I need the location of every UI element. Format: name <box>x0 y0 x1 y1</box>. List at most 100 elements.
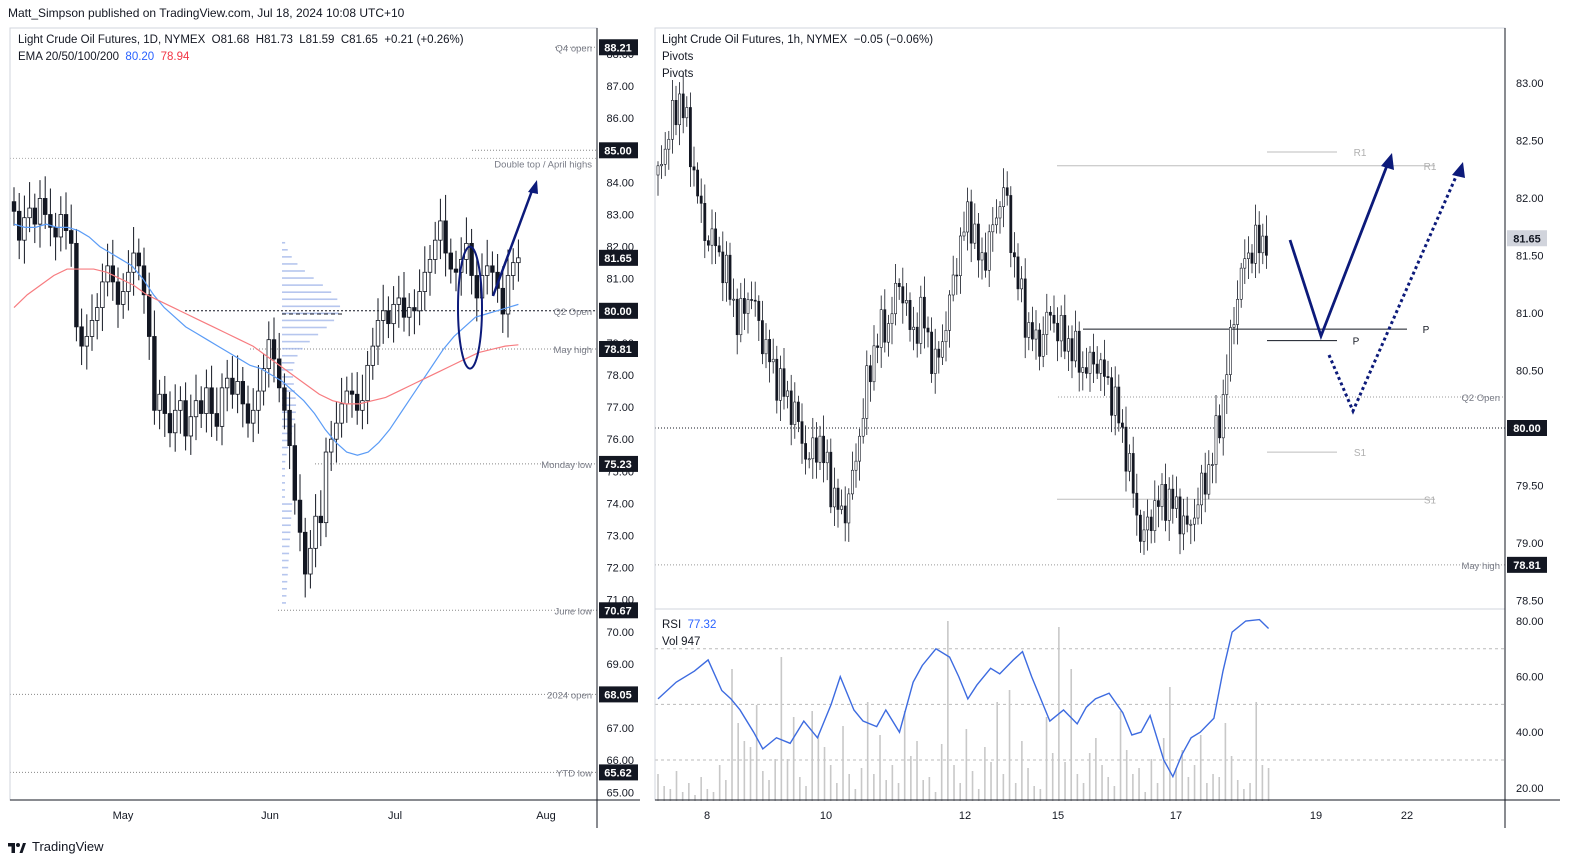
right-level-label: May high <box>1461 561 1500 572</box>
left-price-tag: 80.00 <box>604 306 632 318</box>
volume-profile-bar <box>282 538 290 541</box>
hourly-candle-body <box>807 458 811 461</box>
pivot-label: P <box>1423 325 1430 336</box>
hourly-candle-body <box>1239 267 1243 300</box>
hourly-candle-body <box>951 274 955 296</box>
volume-bar <box>731 669 733 801</box>
daily-candle-body <box>157 393 162 411</box>
hourly-candle-body <box>1110 377 1114 416</box>
hourly-candle-body <box>984 252 988 271</box>
left-y-tick-label: 70.00 <box>606 627 634 639</box>
volume-bar <box>737 723 739 801</box>
volume-profile-bar <box>282 482 285 484</box>
hourly-candle-body <box>1196 504 1200 519</box>
hourly-candle-body <box>933 348 937 374</box>
hourly-candle-body <box>1067 338 1070 352</box>
projection-v-arrowhead <box>1381 153 1394 170</box>
left-price-tag: 70.67 <box>604 605 632 617</box>
daily-candle-body <box>453 268 459 273</box>
hourly-candle-body <box>1214 415 1218 465</box>
rsi-y-tick-label: 40.00 <box>1516 727 1544 739</box>
hourly-candle-body <box>742 298 746 314</box>
hourly-candle-body <box>771 358 775 363</box>
left-y-tick-label: 77.00 <box>606 402 634 414</box>
hourly-candle-body <box>955 274 959 277</box>
hourly-candle-body <box>1049 311 1052 316</box>
daily-candle-body <box>334 422 339 440</box>
hourly-candle-body <box>710 228 714 246</box>
left-price-tag-bg <box>599 764 638 781</box>
right-x-tick-label: 12 <box>959 810 971 822</box>
hourly-candle-body <box>847 493 851 524</box>
daily-candle-body <box>282 387 287 411</box>
daily-candle-body <box>417 291 422 312</box>
volume-profile-bar <box>282 284 323 286</box>
tradingview-brand-text: TradingView <box>32 839 104 854</box>
daily-candle-body <box>349 390 355 395</box>
hourly-candle-body <box>1099 359 1103 374</box>
left-ohlc-change: +0.21 (+0.26%) <box>384 34 464 46</box>
daily-candle-body <box>287 409 292 447</box>
hourly-candle-body <box>789 390 793 425</box>
daily-candle-body <box>37 198 43 225</box>
hourly-candle-body <box>973 223 977 244</box>
right-y-tick-label: 82.50 <box>1516 136 1544 148</box>
volume-bar <box>829 765 832 801</box>
hourly-candle-body <box>775 358 779 401</box>
volume-bar <box>1076 774 1079 801</box>
volume-bar <box>799 777 801 801</box>
left-y-tick-label: 74.00 <box>606 498 634 510</box>
volume-bar <box>1206 783 1208 801</box>
volume-bar <box>996 702 998 801</box>
daily-candle-body <box>204 387 209 414</box>
volume-bar <box>984 747 986 801</box>
right-y-tick-label: 81.00 <box>1516 308 1544 320</box>
left-chart-title: Light Crude Oil Futures, 1D, NYMEX <box>18 34 206 46</box>
volume-bar <box>669 789 672 801</box>
volume-bar <box>885 780 887 801</box>
daily-candle-body <box>276 358 282 389</box>
footer-brand[interactable]: TradingView <box>8 839 104 854</box>
daily-candle-body <box>245 403 251 424</box>
volume-profile-bar <box>282 552 290 555</box>
hourly-candle-body <box>1171 488 1175 509</box>
volume-bar <box>1175 768 1177 801</box>
volume-profile-bar <box>282 503 293 505</box>
hourly-candle-body <box>1221 394 1225 439</box>
volume-bar <box>1212 774 1214 801</box>
daily-candle-body <box>58 214 63 238</box>
left-ohlc-open: O81.68 <box>211 34 250 46</box>
daily-candle-body <box>271 339 277 360</box>
hourly-candle-body <box>1200 472 1204 506</box>
volume-bar <box>1243 789 1245 801</box>
daily-candle-body <box>344 390 349 405</box>
daily-candle-body <box>313 515 318 549</box>
volume-profile-bar <box>282 333 319 336</box>
volume-bar <box>1014 783 1017 801</box>
hourly-candle-body <box>696 169 700 197</box>
hourly-candle-body <box>678 93 682 126</box>
hourly-candle-body <box>800 421 804 444</box>
hourly-candle-body <box>1121 422 1124 428</box>
volume-bar <box>1138 768 1140 801</box>
volume-bar <box>836 783 838 801</box>
tradingview-logo-icon <box>8 842 26 853</box>
daily-candle-body <box>339 403 344 424</box>
hourly-candle-body <box>1124 426 1128 472</box>
left-level-label: YTD low <box>556 768 592 779</box>
projection-v-arrow <box>1288 162 1390 341</box>
volume-profile-bar <box>282 489 285 491</box>
daily-candle-body <box>318 515 323 524</box>
daily-candle-body <box>209 387 214 414</box>
hourly-candle-body <box>1095 363 1099 374</box>
volume-bar <box>1150 759 1153 801</box>
hourly-candle-body <box>1175 496 1178 509</box>
rsi-y-tick-label: 20.00 <box>1516 783 1544 795</box>
volume-bar <box>879 735 881 801</box>
hourly-candle-body <box>886 323 890 343</box>
hourly-candle-body <box>1009 195 1013 253</box>
volume-bar <box>1002 774 1005 801</box>
right-price-tag-bg <box>1507 556 1547 573</box>
hourly-candle-body <box>793 401 797 425</box>
hourly-candle-body <box>1059 315 1063 342</box>
